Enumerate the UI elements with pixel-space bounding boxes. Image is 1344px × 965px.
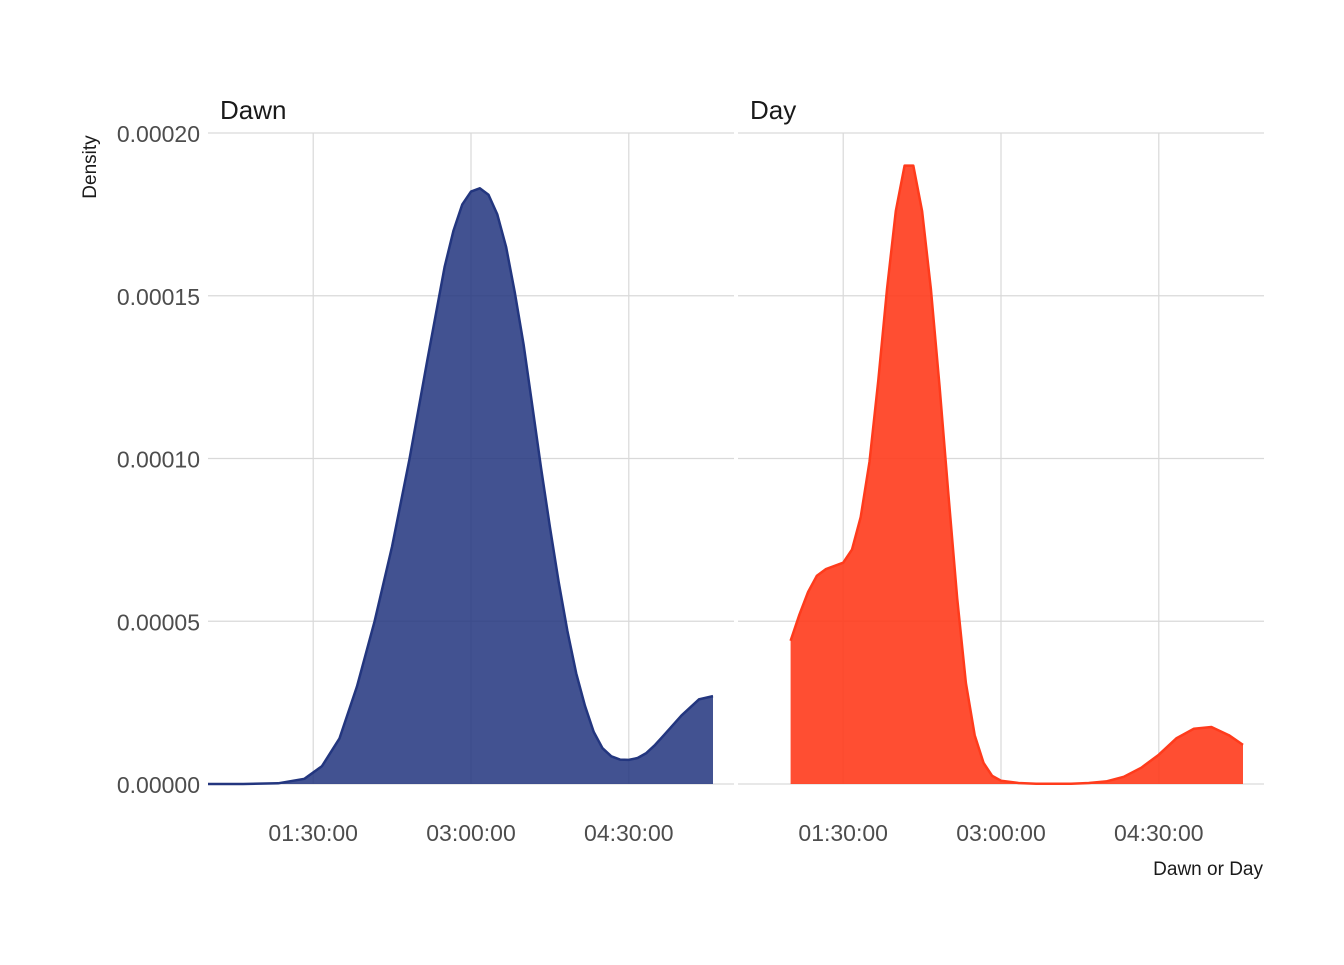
density-area-day <box>790 165 1243 785</box>
density-line-dawn <box>208 187 714 786</box>
x-tick-label: 01:30:00 <box>798 820 888 846</box>
y-axis-title: Density <box>80 135 101 199</box>
x-axis-title: Dawn or Day <box>1153 859 1263 880</box>
y-tick-label: 0.00010 <box>117 447 200 473</box>
panel-title-dawn: Dawn <box>220 95 286 125</box>
x-tick-label: 01:30:00 <box>268 820 358 846</box>
x-tick-label: 03:00:00 <box>956 820 1046 846</box>
density-area-dawn <box>208 188 713 785</box>
y-tick-label: 0.00005 <box>117 609 200 635</box>
y-tick-label: 0.00020 <box>117 121 200 147</box>
panel-title-day: Day <box>750 95 796 125</box>
density-line-day <box>789 164 1244 785</box>
y-tick-label: 0.00015 <box>117 284 200 310</box>
x-tick-label: 03:00:00 <box>426 820 516 846</box>
x-tick-label: 04:30:00 <box>1114 820 1204 846</box>
y-tick-label: 0.00000 <box>117 772 200 798</box>
x-tick-label: 04:30:00 <box>584 820 674 846</box>
